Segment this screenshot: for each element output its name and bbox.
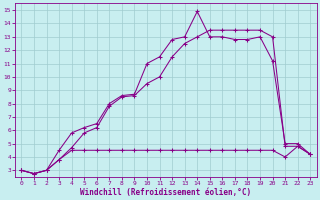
X-axis label: Windchill (Refroidissement éolien,°C): Windchill (Refroidissement éolien,°C) [80, 188, 252, 197]
